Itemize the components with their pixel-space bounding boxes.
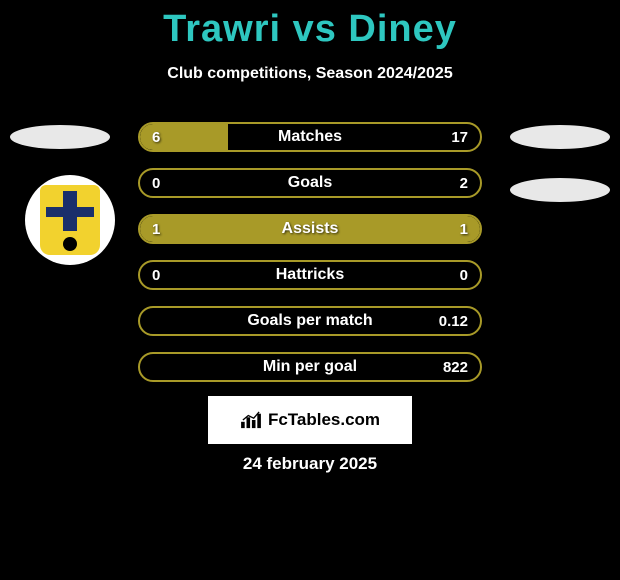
stat-row: Goals per match0.12 bbox=[138, 306, 482, 336]
stat-value-left: 0 bbox=[152, 262, 160, 288]
stat-row: Assists1 1 bbox=[138, 214, 482, 244]
stat-label: Assists bbox=[140, 216, 480, 242]
stat-label: Matches bbox=[140, 124, 480, 150]
stat-value-left: 1 bbox=[152, 216, 160, 242]
stat-label: Goals bbox=[140, 170, 480, 196]
stat-label: Goals per match bbox=[140, 308, 480, 334]
stat-value-right: 822 bbox=[443, 354, 468, 380]
page-title: Trawri vs Diney bbox=[0, 0, 620, 51]
shield-icon bbox=[40, 185, 100, 255]
stat-value-right: 0 bbox=[460, 262, 468, 288]
stat-row: Min per goal822 bbox=[138, 352, 482, 382]
stat-value-right: 17 bbox=[451, 124, 468, 150]
club-right-avatar bbox=[510, 178, 610, 202]
stat-row: Goals0 2 bbox=[138, 168, 482, 198]
date-text: 24 february 2025 bbox=[0, 454, 620, 474]
brand-box[interactable]: FcTables.com bbox=[208, 396, 412, 444]
stat-label: Min per goal bbox=[140, 354, 480, 380]
player-right-avatar bbox=[510, 125, 610, 149]
stat-row: Hattricks0 0 bbox=[138, 260, 482, 290]
chart-icon bbox=[240, 411, 262, 429]
player-left-avatar bbox=[10, 125, 110, 149]
stat-value-right: 1 bbox=[460, 216, 468, 242]
stat-value-left: 6 bbox=[152, 124, 160, 150]
stat-row: Matches6 17 bbox=[138, 122, 482, 152]
club-left-badge bbox=[25, 175, 115, 265]
subtitle: Club competitions, Season 2024/2025 bbox=[0, 65, 620, 83]
stat-label: Hattricks bbox=[140, 262, 480, 288]
brand-text: FcTables.com bbox=[268, 410, 380, 430]
stat-value-right: 0.12 bbox=[439, 308, 468, 334]
stat-value-right: 2 bbox=[460, 170, 468, 196]
stats-bars: Matches617Goals02Assists11Hattricks00Goa… bbox=[138, 122, 482, 398]
stat-value-left: 0 bbox=[152, 170, 160, 196]
